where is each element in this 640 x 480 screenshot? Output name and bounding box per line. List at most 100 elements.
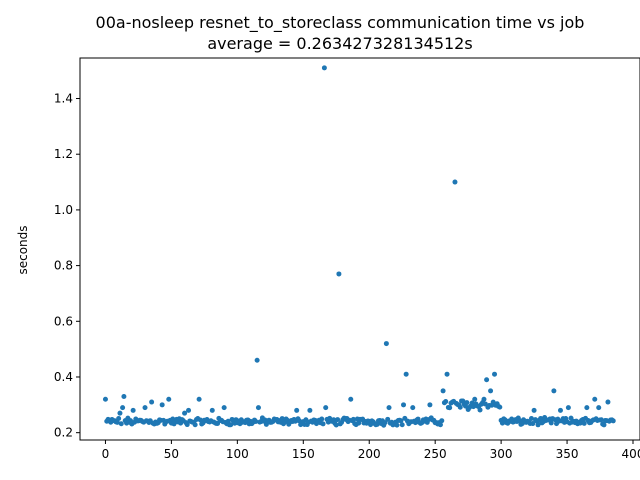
data-point bbox=[321, 65, 327, 71]
x-tick-label: 150 bbox=[292, 447, 315, 461]
data-point bbox=[427, 402, 433, 408]
data-point bbox=[254, 357, 260, 363]
data-point bbox=[186, 407, 192, 413]
data-point bbox=[565, 405, 571, 411]
data-point bbox=[531, 407, 537, 413]
x-tick-label: 50 bbox=[164, 447, 179, 461]
data-point bbox=[228, 422, 234, 428]
data-point bbox=[399, 422, 405, 428]
data-point bbox=[598, 417, 604, 423]
data-point bbox=[149, 399, 155, 405]
data-point bbox=[335, 417, 341, 423]
data-point bbox=[484, 377, 490, 383]
data-point bbox=[102, 396, 108, 402]
data-point bbox=[492, 371, 498, 377]
data-point bbox=[398, 418, 404, 424]
data-point bbox=[294, 407, 300, 413]
data-point bbox=[447, 405, 453, 411]
data-point bbox=[403, 371, 409, 377]
data-point bbox=[116, 416, 122, 422]
data-point bbox=[166, 396, 172, 402]
data-point bbox=[394, 422, 400, 428]
data-point bbox=[382, 420, 388, 426]
data-point bbox=[452, 179, 458, 185]
data-point bbox=[472, 396, 478, 402]
data-point bbox=[184, 422, 190, 428]
data-point bbox=[584, 405, 590, 411]
data-point bbox=[182, 410, 188, 416]
y-tick-label: 1.0 bbox=[54, 203, 73, 217]
data-point bbox=[464, 400, 470, 406]
x-axis-ticks: 0 50 100 150 200 250 300 350 400 bbox=[102, 440, 640, 461]
data-point bbox=[142, 405, 148, 411]
data-point bbox=[130, 407, 136, 413]
y-tick-label: 0.2 bbox=[54, 426, 73, 440]
data-point bbox=[601, 422, 607, 428]
data-point bbox=[336, 271, 342, 277]
data-point bbox=[118, 421, 124, 427]
data-point bbox=[356, 420, 362, 426]
data-point bbox=[528, 415, 534, 421]
data-point bbox=[121, 393, 127, 399]
data-point bbox=[477, 407, 483, 413]
y-tick-label: 0.6 bbox=[54, 314, 73, 328]
plot-frame bbox=[79, 57, 640, 441]
x-tick-label: 250 bbox=[424, 447, 447, 461]
data-point bbox=[530, 421, 536, 427]
y-tick-label: 0.4 bbox=[54, 370, 73, 384]
x-tick-label: 0 bbox=[102, 447, 110, 461]
data-points bbox=[102, 65, 616, 428]
data-point bbox=[350, 416, 356, 422]
data-point bbox=[348, 396, 354, 402]
data-point bbox=[319, 416, 325, 422]
data-point bbox=[117, 410, 123, 416]
data-point bbox=[221, 405, 227, 411]
data-point bbox=[253, 419, 259, 425]
y-axis-label: seconds bbox=[16, 225, 30, 274]
data-point bbox=[497, 404, 503, 410]
data-point bbox=[320, 421, 326, 427]
data-point bbox=[548, 420, 554, 426]
x-tick-label: 350 bbox=[556, 447, 579, 461]
x-tick-label: 300 bbox=[490, 447, 513, 461]
data-point bbox=[551, 388, 557, 394]
chart-subtitle: average = 0.263427328134512s bbox=[207, 34, 472, 53]
data-point bbox=[385, 416, 391, 422]
data-point bbox=[581, 420, 587, 426]
data-point bbox=[439, 418, 445, 424]
x-tick-label: 100 bbox=[226, 447, 249, 461]
data-point bbox=[323, 405, 329, 411]
x-tick-label: 200 bbox=[358, 447, 381, 461]
data-point bbox=[437, 422, 443, 428]
y-tick-label: 0.8 bbox=[54, 259, 73, 273]
data-point bbox=[443, 399, 449, 404]
data-point bbox=[596, 405, 602, 411]
data-point bbox=[610, 418, 616, 424]
data-point bbox=[333, 422, 339, 428]
data-point bbox=[535, 422, 541, 428]
data-point bbox=[488, 388, 494, 394]
x-tick-label: 400 bbox=[622, 447, 640, 461]
data-point bbox=[209, 407, 215, 413]
data-point bbox=[307, 407, 313, 413]
data-point bbox=[605, 399, 611, 405]
data-point bbox=[383, 341, 389, 347]
data-point bbox=[192, 422, 198, 428]
data-point bbox=[255, 405, 261, 411]
data-point bbox=[120, 405, 126, 411]
data-point bbox=[401, 402, 407, 408]
data-point bbox=[444, 371, 450, 377]
data-point bbox=[410, 405, 416, 411]
data-point bbox=[457, 404, 463, 410]
y-tick-label: 1.2 bbox=[54, 147, 73, 161]
data-point bbox=[557, 407, 563, 413]
data-point bbox=[386, 405, 392, 411]
y-tick-label: 1.4 bbox=[54, 92, 73, 106]
y-axis-ticks: 0.2 0.4 0.6 0.8 1.0 1.2 1.4 bbox=[54, 92, 80, 440]
data-point bbox=[440, 388, 446, 394]
data-point bbox=[196, 396, 202, 402]
chart-title: 00a-nosleep resnet_to_storeclass communi… bbox=[96, 13, 585, 33]
data-point bbox=[481, 396, 487, 402]
data-point bbox=[159, 402, 165, 408]
